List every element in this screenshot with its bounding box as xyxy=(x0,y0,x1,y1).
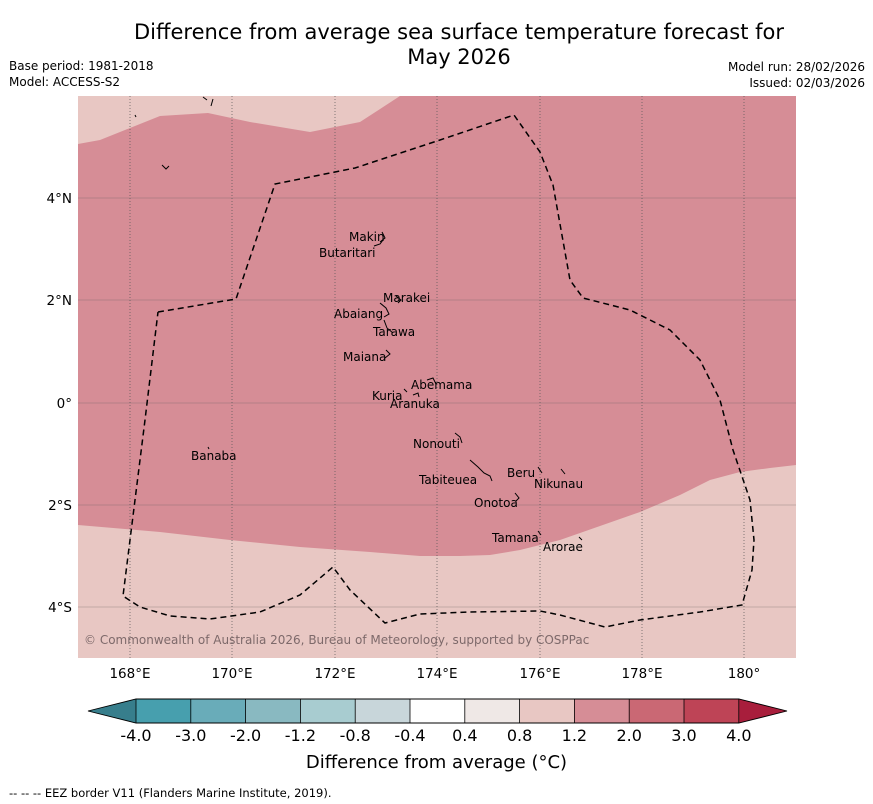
colorbar-extend-high xyxy=(738,699,787,723)
island-abaiang xyxy=(379,302,390,318)
lon-label-168e: 168°E xyxy=(109,666,150,682)
label-tamana: Tamana xyxy=(491,531,539,545)
colorbar-segment xyxy=(245,699,301,723)
meta-right: Model run: 28/02/2026 Issued: 02/03/2026 xyxy=(728,59,865,91)
island-beru xyxy=(537,466,543,474)
label-aranuka: Aranuka xyxy=(390,397,440,411)
label-tabiteuea: Tabiteuea xyxy=(418,473,477,487)
colorbar-segment xyxy=(684,699,740,723)
island-tabiteuea xyxy=(469,459,493,482)
place-labels: Makin Butaritari Marakei Abaiang Tarawa … xyxy=(191,230,583,554)
label-abemama: Abemama xyxy=(411,378,472,392)
colorbar-extend-low xyxy=(88,699,136,723)
colorbar-segment xyxy=(574,699,630,723)
colorbar-tick-label: -2.0 xyxy=(229,726,262,745)
island-north-1 xyxy=(161,164,170,170)
issued-date: Issued: 02/03/2026 xyxy=(749,76,865,90)
island-north-2 xyxy=(134,114,137,118)
colorbar-tick-label: 4.0 xyxy=(726,726,752,745)
colorbar-tick-label: -4.0 xyxy=(120,726,152,745)
colorbar-segment xyxy=(190,699,247,723)
label-kuria: Kuria xyxy=(372,389,403,403)
copyright-notice: © Commonwealth of Australia 2026, Bureau… xyxy=(84,633,589,647)
label-abaiang: Abaiang xyxy=(334,307,383,321)
title-line-2: May 2026 xyxy=(407,45,511,69)
label-nikunau: Nikunau xyxy=(534,477,583,491)
colorbar xyxy=(87,698,788,724)
island-makin xyxy=(379,231,386,243)
lon-label-176e: 176°E xyxy=(519,666,560,682)
lat-label-2n: 2°N xyxy=(47,293,72,309)
chart-title: Difference from average sea surface temp… xyxy=(100,20,818,70)
label-marakei: Marakei xyxy=(383,291,430,305)
lon-label-172e: 172°E xyxy=(314,666,355,682)
colorbar-segment xyxy=(519,699,575,723)
lat-label-4n: 4°N xyxy=(47,191,72,207)
eez-legend: -- -- -- EEZ border V11 (Flanders Marine… xyxy=(9,786,332,800)
label-arorae: Arorae xyxy=(543,540,583,554)
colorbar-segment xyxy=(629,699,685,723)
label-tarawa: Tarawa xyxy=(372,325,415,339)
model-run: Model run: 28/02/2026 xyxy=(727,60,865,74)
colorbar-segment xyxy=(410,699,466,723)
island-kuria xyxy=(403,388,408,393)
colorbar-segment xyxy=(300,699,356,723)
colorbar-tick-label: 3.0 xyxy=(671,726,697,745)
island-maiana xyxy=(384,349,391,359)
label-banaba: Banaba xyxy=(191,449,237,463)
island-butaritari xyxy=(373,239,384,247)
colorbar-segment xyxy=(464,699,521,723)
lat-label-2s: 2°S xyxy=(48,498,72,514)
lon-label-170e: 170°E xyxy=(211,666,252,682)
eez-border xyxy=(122,114,755,628)
label-beru: Beru xyxy=(507,466,535,480)
island-aranuka xyxy=(412,392,420,398)
lon-label-178e: 178°E xyxy=(621,666,662,682)
colorbar-tick-label: -3.0 xyxy=(175,726,207,745)
label-onotoa: Onotoa xyxy=(474,496,518,510)
lat-label-4s: 4°S xyxy=(48,600,72,616)
model-name: Model: ACCESS-S2 xyxy=(9,75,121,89)
colorbar-tick-label: -0.8 xyxy=(339,726,371,745)
colorbar-tick-label: 2.0 xyxy=(616,726,642,745)
island-outlines xyxy=(134,96,583,541)
lat-label-0: 0° xyxy=(57,396,72,412)
colorbar-tick-label: 1.2 xyxy=(561,726,588,745)
title-line-1: Difference from average sea surface temp… xyxy=(134,20,784,44)
island-nonouti xyxy=(454,432,463,444)
island-arorae xyxy=(578,536,583,541)
island-tamana xyxy=(537,530,542,536)
colorbar-segment xyxy=(355,699,411,723)
lon-label-174e: 174°E xyxy=(416,666,457,682)
label-butaritari: Butaritari xyxy=(319,246,376,260)
island-onotoa xyxy=(514,492,520,502)
colorbar-tick-label: -1.2 xyxy=(284,726,316,745)
lon-label-180: 180° xyxy=(728,666,761,682)
island-tarawa xyxy=(383,319,394,334)
colorbar-tick-label: 0.8 xyxy=(506,726,533,745)
island-marakei xyxy=(395,295,402,304)
label-makin: Makin xyxy=(349,230,385,244)
island-banaba xyxy=(207,446,210,450)
base-period: Base period: 1981-2018 xyxy=(9,59,154,73)
island-nikunau xyxy=(560,468,566,475)
island-abemama xyxy=(426,377,437,385)
island-north-3 xyxy=(202,96,214,107)
grid-lines xyxy=(78,96,796,658)
axis-labels: 4°N 2°N 0° 2°S 4°S 168°E 170°E 172°E 174… xyxy=(47,191,761,682)
label-nonouti: Nonouti xyxy=(413,437,460,451)
warm-anomaly-area xyxy=(78,96,796,556)
colorbar-tick-label: 0.4 xyxy=(452,726,478,745)
label-maiana: Maiana xyxy=(343,350,386,364)
colorbar-tick-label: -0.4 xyxy=(394,726,426,745)
meta-left: Base period: 1981-2018 Model: ACCESS-S2 xyxy=(9,58,154,90)
colorbar-title: Difference from average (°C) xyxy=(305,752,568,773)
colorbar-segment xyxy=(136,699,192,723)
